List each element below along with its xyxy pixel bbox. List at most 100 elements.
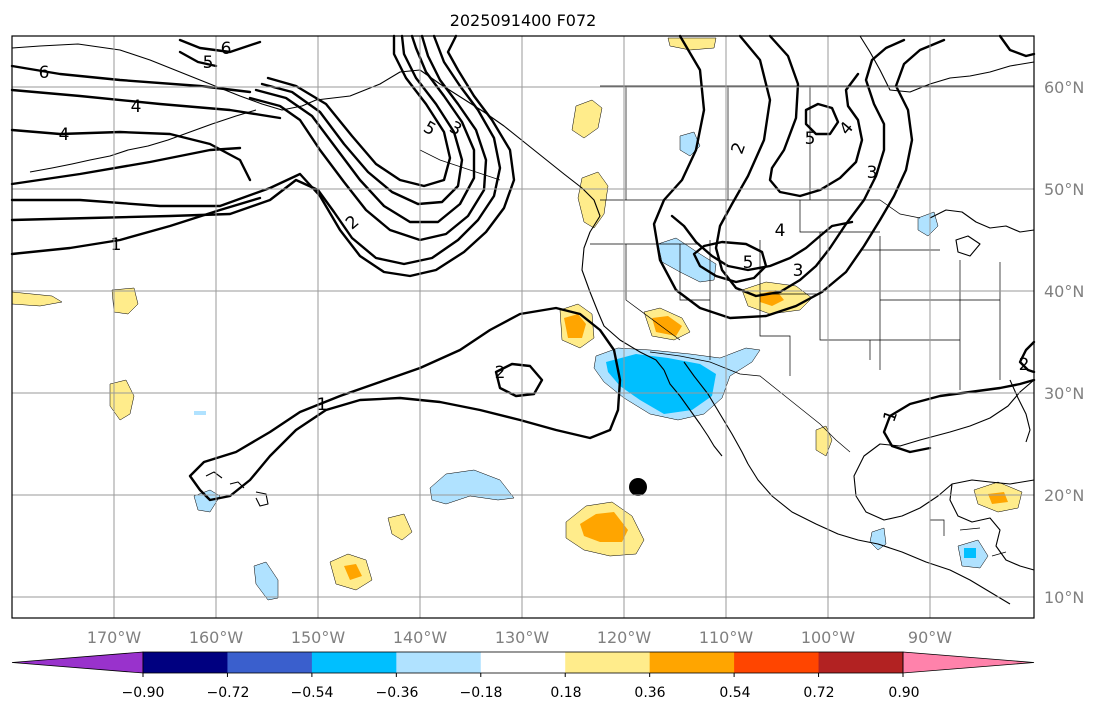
lat-label: 30°N (1044, 384, 1084, 403)
contour-pacific-4b (10, 128, 252, 182)
colorbar-extension-high (902, 651, 1035, 674)
contour-ridge-5b (804, 102, 840, 136)
colorbar-tick-label: 0.36 (634, 685, 665, 701)
coast-gulf-california (683, 361, 749, 465)
shade-great-basin-blue (657, 237, 717, 283)
contour-label: 2 (1019, 355, 1030, 375)
contour-label: 5 (805, 129, 816, 149)
contour-label: 3 (867, 163, 878, 183)
contour-pacific-1 (10, 196, 262, 256)
contour-trough-2 (10, 34, 502, 266)
colorbar-frame (142, 651, 904, 674)
lon-label: 120°W (597, 628, 652, 647)
contour-pacific-2 (10, 146, 242, 186)
lon-label: 160°W (189, 628, 244, 647)
contour-label: 4 (59, 125, 70, 145)
colorbar-ticks (142, 673, 904, 677)
shade-south-blue (253, 561, 279, 601)
colorbar-tick-label: 0.90 (888, 685, 919, 701)
coast-yucatan (949, 483, 1035, 571)
lat-label: 40°N (1044, 282, 1084, 301)
colorbar-segment (396, 652, 482, 673)
shade-socal-orange (652, 316, 682, 336)
station-marker (629, 478, 647, 496)
contour-label: 1 (111, 235, 122, 255)
latitude-labels: 60°N 50°N 40°N 30°N 20°N 10°N (1044, 78, 1084, 607)
colorbar-segment (649, 652, 735, 673)
shade-small-blue (194, 411, 206, 415)
shade-great-lakes-blue (917, 211, 939, 237)
colorbar-segment (734, 652, 820, 673)
lat-label: 60°N (1044, 78, 1084, 97)
contour-label: 6 (39, 63, 50, 83)
lon-label: 170°W (87, 628, 142, 647)
contour-sub-2 (494, 362, 544, 398)
shade-offshore-ca-orange (564, 314, 586, 338)
map-background (12, 36, 1034, 618)
contour-east-3 (998, 34, 1036, 58)
contour-pacific-4a (10, 88, 282, 120)
colorbar-tick-label: −0.36 (376, 685, 419, 701)
contour-label: 6 (221, 39, 232, 59)
shade-south-orange (344, 564, 362, 580)
shade-hawaii-n-yellow (109, 379, 135, 421)
figure-title: 2025091400 F072 (450, 11, 597, 30)
shade-centam-blue1 (869, 527, 887, 551)
contour-label: 4 (131, 97, 142, 117)
map-frame (11, 35, 1035, 619)
map-panel: 6 5 6 4 4 2 1 5 3 2 5 4 5 3 4 3 2 1 2 2 … (10, 34, 1036, 619)
colorbar-tick-label: 0.72 (803, 685, 834, 701)
shade-small-yellow (387, 513, 413, 541)
colorbar-tick-label: −0.54 (291, 685, 334, 701)
shade-centam-blue2-core (964, 548, 976, 558)
lon-label: 140°W (393, 628, 448, 647)
colorbar-tick-label: −0.18 (460, 685, 503, 701)
contour-ridge-3 (714, 34, 906, 298)
contour-aleutian-5 (178, 38, 262, 54)
contour-label: 1 (317, 395, 328, 415)
colorbar-segment (143, 652, 228, 673)
contour-pacific-6 (10, 64, 252, 94)
longitude-labels: 170°W 160°W 150°W 140°W 130°W 120°W 110°… (87, 628, 952, 647)
colorbar-labels: −0.90 −0.72 −0.54 −0.36 −0.18 0.18 0.36 … (122, 685, 920, 701)
colorbar-extension-low (11, 651, 144, 674)
contour-aleutian-6 (178, 50, 218, 68)
lat-label: 20°N (1044, 486, 1084, 505)
shade-east-pacific-orange (580, 512, 628, 542)
lon-label: 150°W (291, 628, 346, 647)
lon-label: 110°W (699, 628, 754, 647)
coast-florida (1009, 379, 1031, 443)
colorbar-segment (818, 652, 904, 673)
lat-label: 10°N (1044, 588, 1084, 607)
contour-east-2 (1018, 340, 1036, 374)
contour-label: 5 (743, 253, 754, 273)
lat-label: 50°N (1044, 180, 1084, 199)
colorbar: −0.90 −0.72 −0.54 −0.36 −0.18 0.18 0.36 … (11, 651, 1035, 701)
contour-label: 3 (793, 261, 804, 281)
colorbar-segment (565, 652, 651, 673)
contour-ridge-2 (652, 34, 946, 320)
contour-ridge-4 (768, 34, 864, 198)
contour-label: 5 (203, 53, 214, 73)
lon-label: 90°W (908, 628, 952, 647)
contour-label: 2 (495, 363, 506, 383)
coast-baja-west (663, 369, 723, 457)
coastlines (11, 35, 1035, 605)
contour-east-1 (882, 378, 1036, 454)
border-central-america (930, 519, 1007, 557)
coast-great-lakes (929, 209, 1035, 257)
lon-label: 130°W (495, 628, 550, 647)
contour-lines (10, 34, 1036, 502)
colorbar-tick-label: 0.18 (550, 685, 581, 701)
contour-sub-1 (188, 306, 622, 502)
coast-mexico-west (747, 463, 1011, 605)
lon-label: 100°W (801, 628, 856, 647)
colorbar-segment (227, 652, 313, 673)
contour-trough-4 (254, 34, 476, 224)
border-canada-provinces (600, 85, 1034, 200)
contour-trough-6 (266, 34, 452, 188)
contour-trough-3 (248, 34, 488, 242)
coast-west-na (581, 187, 665, 371)
anomaly-shading (11, 37, 1023, 601)
colorbar-segments (11, 651, 1035, 674)
